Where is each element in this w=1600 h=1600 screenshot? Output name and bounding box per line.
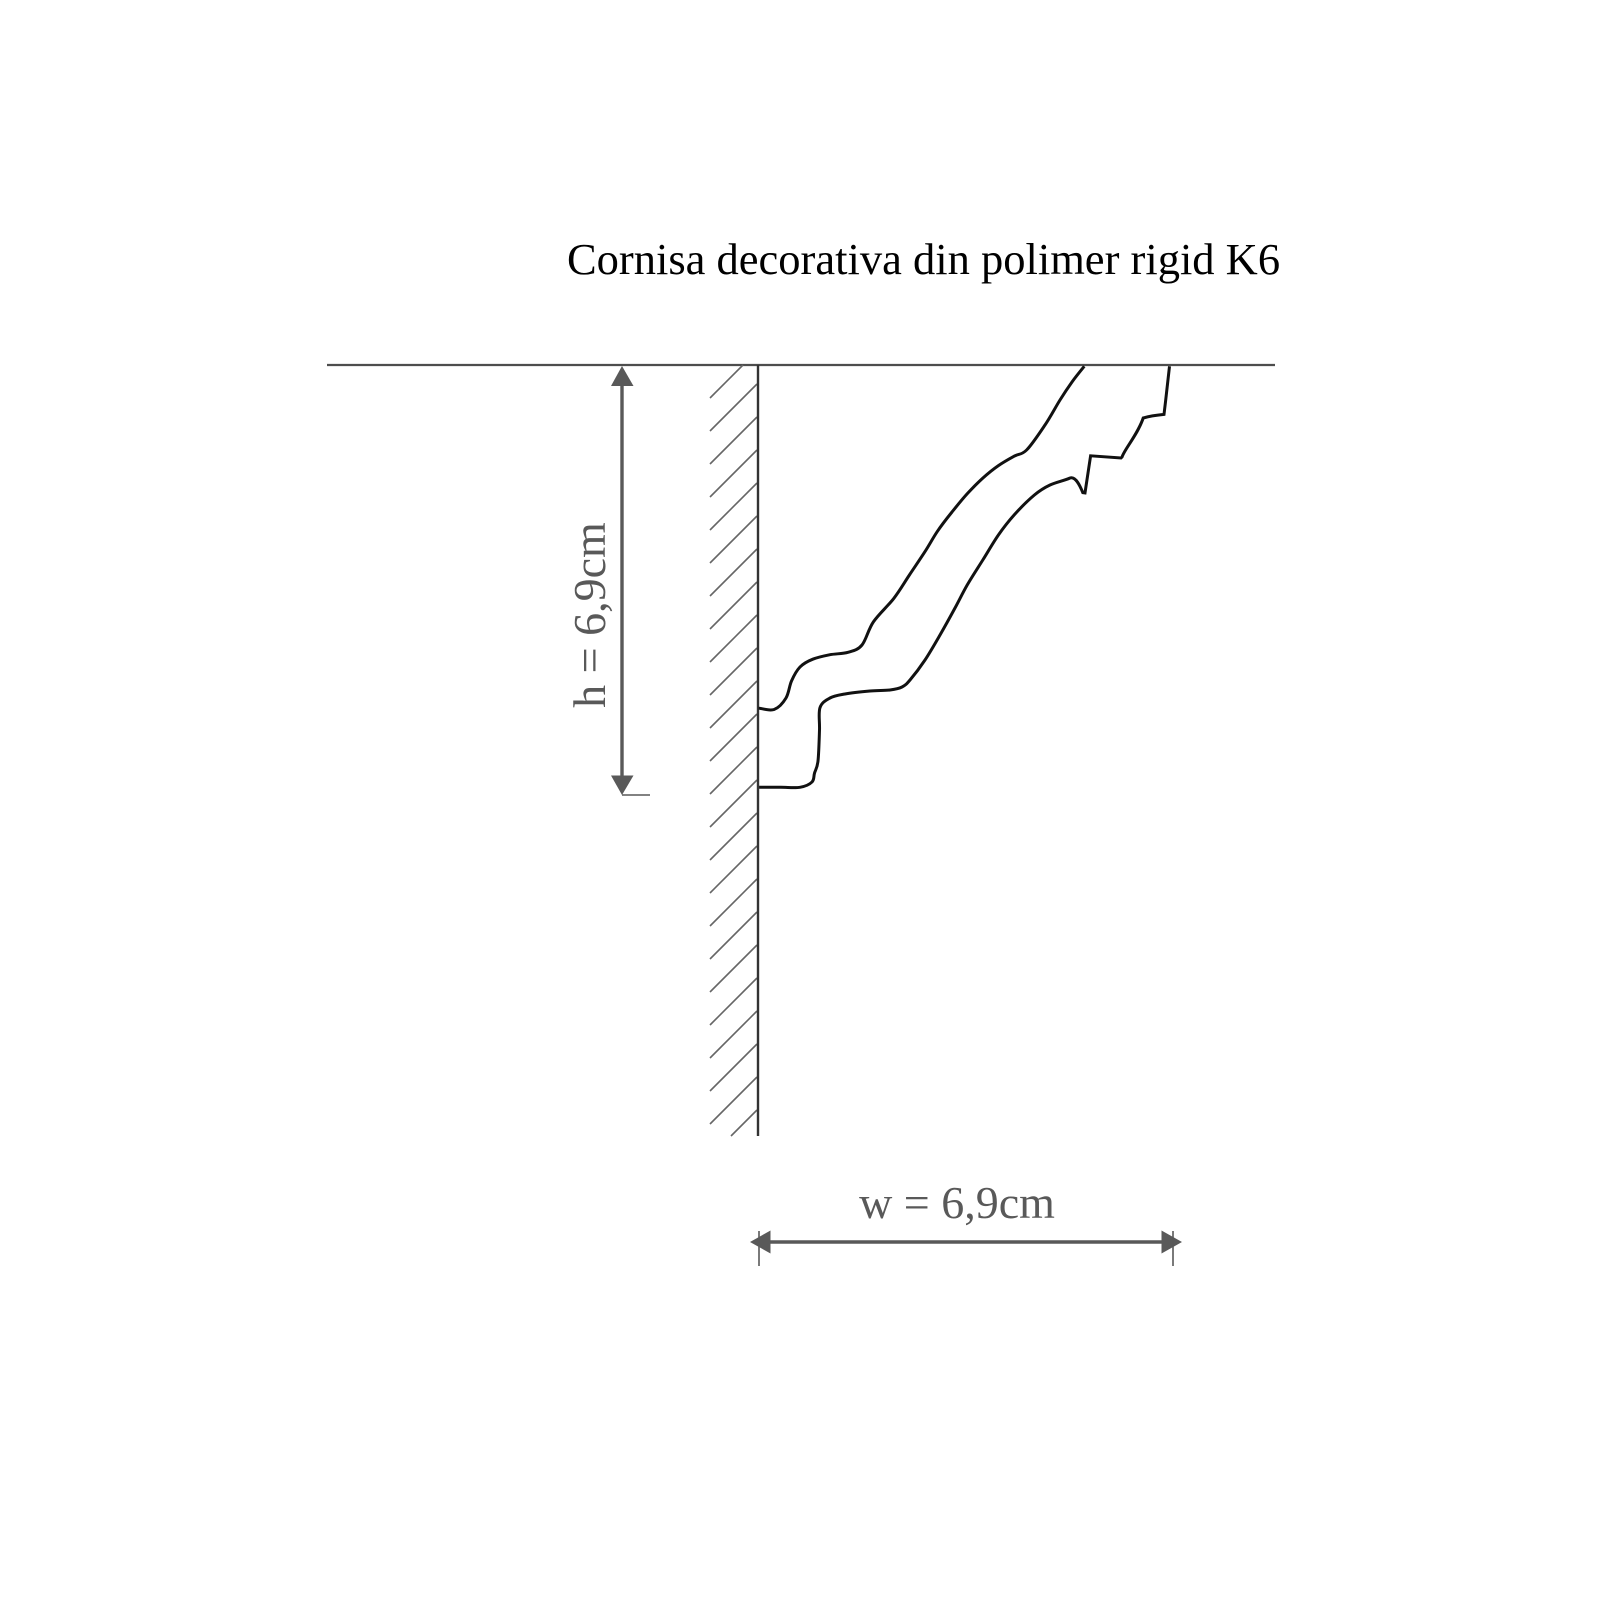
svg-text:h = 6,9cm: h = 6,9cm [564, 522, 615, 708]
svg-text:w = 6,9cm: w = 6,9cm [859, 1177, 1055, 1228]
